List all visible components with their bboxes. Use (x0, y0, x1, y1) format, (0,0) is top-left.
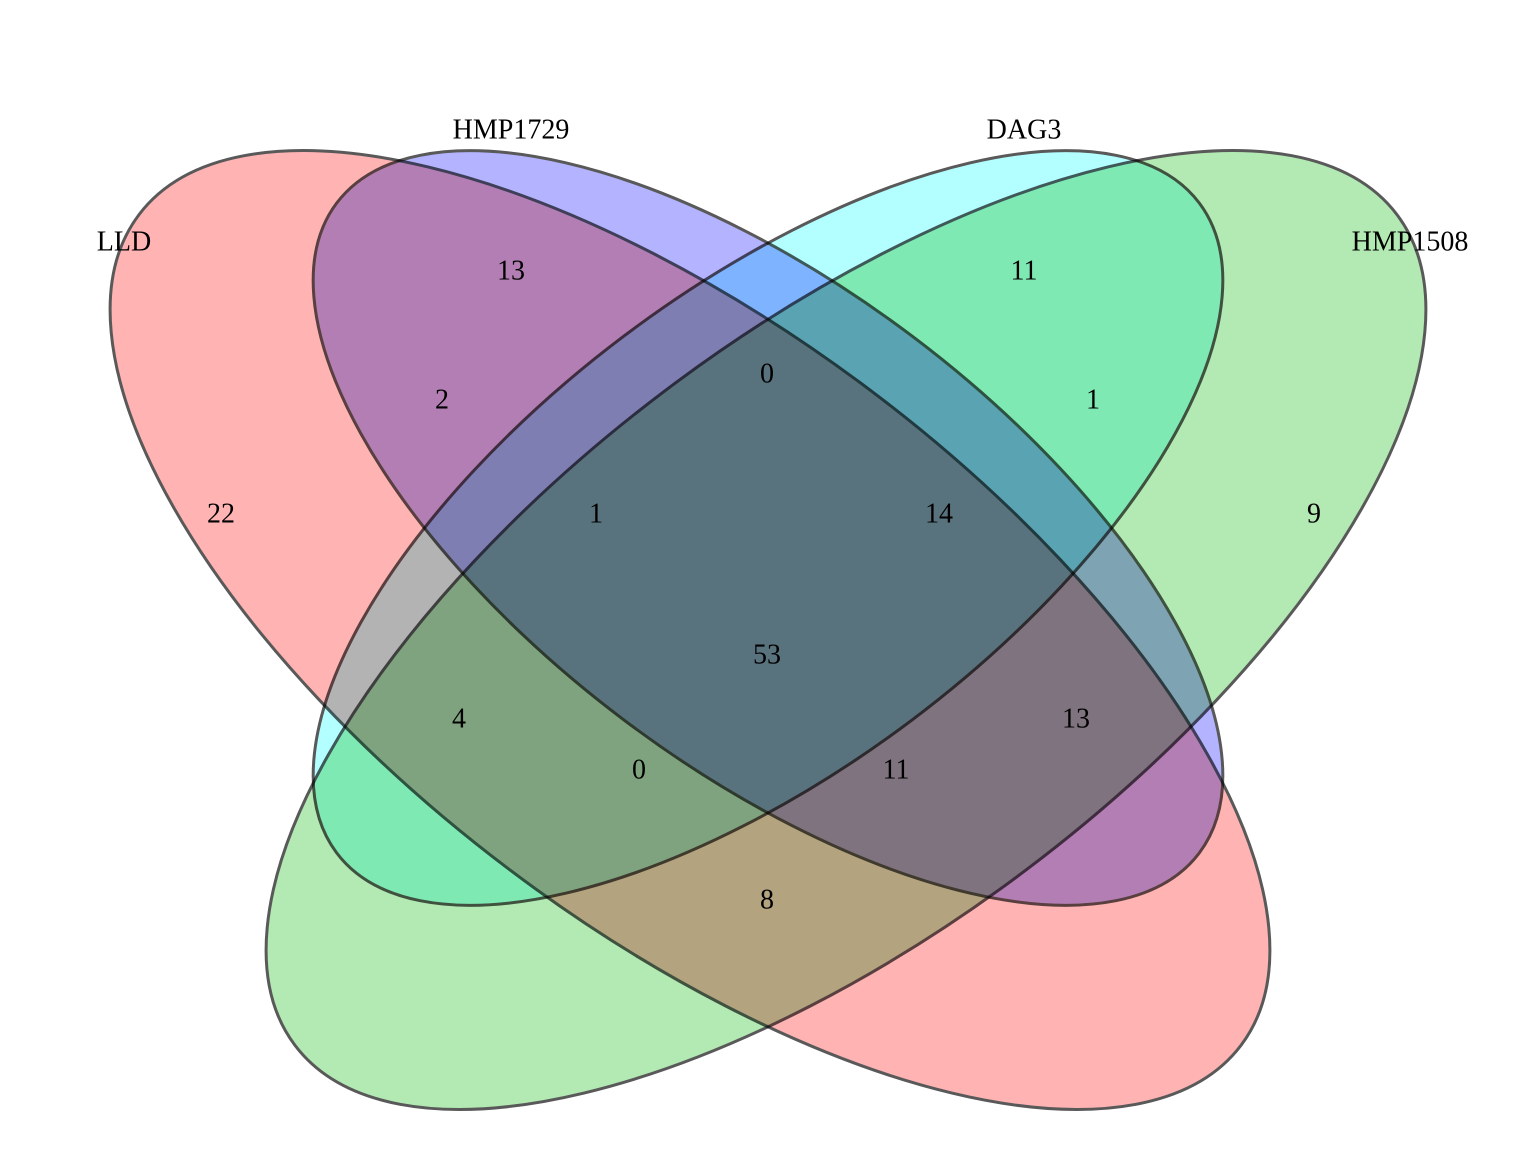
count-all-four: 53 (753, 639, 781, 670)
hmp1508-ellipse (264, 149, 1428, 1111)
hmp1508-label: HMP1508 (1352, 226, 1469, 257)
count-hmp1729-dag3-hmp1508: 14 (925, 498, 953, 529)
count-lld-hmp1729-hmp1508: 11 (883, 754, 910, 785)
count-hmp1508-only: 9 (1307, 498, 1321, 529)
count-lld-dag3: 4 (452, 703, 466, 734)
count-lld-dag3-hmp1508: 0 (632, 754, 646, 785)
region-counts: 22 13 11 9 2 0 1 1 14 53 4 13 0 11 8 (207, 255, 1321, 915)
count-lld-hmp1729: 2 (435, 384, 449, 415)
hmp1729-label: HMP1729 (453, 114, 570, 145)
count-dag3-only: 11 (1011, 255, 1038, 286)
count-hmp1729-hmp1508: 13 (1062, 703, 1090, 734)
count-dag3-hmp1508: 1 (1086, 384, 1100, 415)
lld-label: LLD (97, 226, 151, 257)
count-hmp1729-dag3: 0 (760, 358, 774, 389)
dag3-label: DAG3 (987, 114, 1062, 145)
set-labels: LLD HMP1729 DAG3 HMP1508 (97, 114, 1469, 257)
count-lld-hmp1729-dag3: 1 (589, 498, 603, 529)
count-hmp1729-only: 13 (497, 255, 525, 286)
count-lld-only: 22 (207, 498, 235, 529)
count-lld-hmp1508: 8 (760, 884, 774, 915)
